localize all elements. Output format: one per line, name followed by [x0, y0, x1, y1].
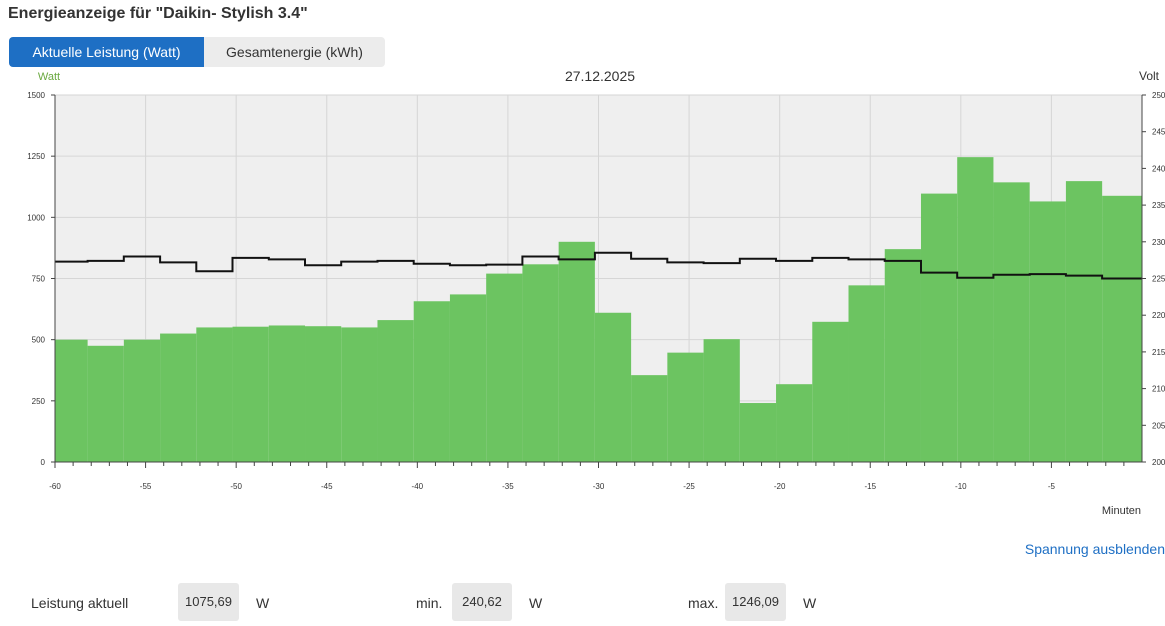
y-right-tick-label: 210: [1152, 385, 1165, 394]
y-left-axis-label: Watt: [38, 71, 60, 83]
power-bar: [377, 320, 414, 462]
x-tick-label: -5: [1048, 482, 1056, 491]
y-left-tick-label: 250: [32, 397, 46, 406]
x-tick-label: -55: [140, 482, 152, 491]
y-right-tick-label: 220: [1152, 311, 1165, 320]
x-tick-label: -30: [593, 482, 605, 491]
y-right-tick-label: 235: [1152, 201, 1165, 210]
x-tick-label: -50: [230, 482, 242, 491]
hide-voltage-link[interactable]: Spannung ausblenden: [1024, 541, 1165, 557]
y-left-tick-label: 1250: [27, 152, 45, 161]
y-right-tick-label: 200: [1152, 458, 1165, 467]
y-left-tick-label: 0: [41, 458, 46, 467]
min-power-value: 240,62: [452, 583, 512, 621]
power-bar: [558, 241, 595, 462]
x-tick-label: -60: [49, 482, 61, 491]
min-power-label: min.: [416, 595, 443, 611]
y-right-tick-label: 225: [1152, 275, 1165, 284]
x-tick-label: -10: [955, 482, 967, 491]
min-power-unit: W: [529, 595, 543, 611]
power-bar: [486, 273, 523, 462]
x-tick-label: -45: [321, 482, 333, 491]
x-tick-label: -15: [864, 482, 876, 491]
x-axis-label: Minuten: [1102, 505, 1141, 517]
y-right-tick-label: 205: [1152, 421, 1165, 430]
power-bar: [667, 352, 704, 462]
power-bar: [1065, 181, 1103, 462]
power-bar: [776, 384, 813, 462]
power-bar: [812, 321, 849, 462]
power-bar: [55, 339, 88, 462]
y-right-tick-label: 240: [1152, 164, 1165, 173]
power-bar: [123, 339, 161, 462]
y-right-tick-label: 245: [1152, 128, 1165, 137]
power-bar: [160, 333, 197, 462]
power-bar: [993, 182, 1030, 462]
power-bar: [631, 375, 668, 462]
power-bar: [848, 285, 885, 462]
page-title: Energieanzeige für "Daikin- Stylish 3.4": [8, 5, 308, 22]
power-bar: [268, 325, 306, 462]
power-bar: [305, 326, 342, 462]
power-bar: [522, 264, 559, 462]
power-bar: [232, 326, 269, 462]
max-power-label: max.: [688, 595, 719, 611]
y-left-tick-label: 1000: [27, 213, 45, 222]
current-power-value: 1075,69: [178, 583, 239, 621]
current-power-unit: W: [256, 595, 270, 611]
voltage-line: [55, 251, 1142, 280]
y-right-tick-label: 250: [1152, 91, 1165, 100]
power-bar: [1102, 195, 1142, 462]
y-right-tick-label: 215: [1152, 348, 1165, 357]
y-right-tick-label: 230: [1152, 238, 1165, 247]
max-power-value: 1246,09: [725, 583, 786, 621]
power-bar: [1029, 201, 1066, 462]
current-power-label: Leistung aktuell: [31, 595, 129, 611]
y-left-tick-label: 500: [32, 336, 46, 345]
power-bar: [341, 327, 378, 462]
y-right-axis-label: Volt: [1139, 69, 1160, 83]
power-bar: [920, 193, 958, 462]
y-left-tick-label: 1500: [27, 91, 45, 100]
x-tick-label: -35: [502, 482, 514, 491]
power-bar: [703, 339, 740, 462]
max-power-unit: W: [803, 595, 817, 611]
power-bar: [87, 345, 124, 462]
x-tick-label: -25: [683, 482, 695, 491]
y-left-tick-label: 750: [32, 275, 46, 284]
x-tick-label: -20: [774, 482, 786, 491]
power-bar: [957, 157, 994, 462]
power-bar: [413, 301, 450, 462]
power-bar: [196, 327, 233, 462]
stats-bar: Leistung aktuell 1075,69 W min. 240,62 W…: [0, 583, 1165, 621]
tab-total-energy[interactable]: Gesamtenergie (kWh): [204, 37, 385, 67]
power-voltage-chart: -60 -55 -50 -45 -40 -35 -30 -25 -20 -15 -10 -502505…: [27, 68, 1165, 517]
power-bar: [739, 403, 777, 462]
power-bar: [594, 312, 632, 462]
chart-tabs: Aktuelle Leistung (Watt) Gesamtenergie (…: [9, 37, 385, 67]
chart-title: 27.12.2025: [565, 68, 635, 84]
power-bar: [449, 294, 487, 462]
x-tick-label: -40: [412, 482, 424, 491]
tab-current-power[interactable]: Aktuelle Leistung (Watt): [9, 37, 204, 67]
power-bar: [884, 249, 921, 462]
